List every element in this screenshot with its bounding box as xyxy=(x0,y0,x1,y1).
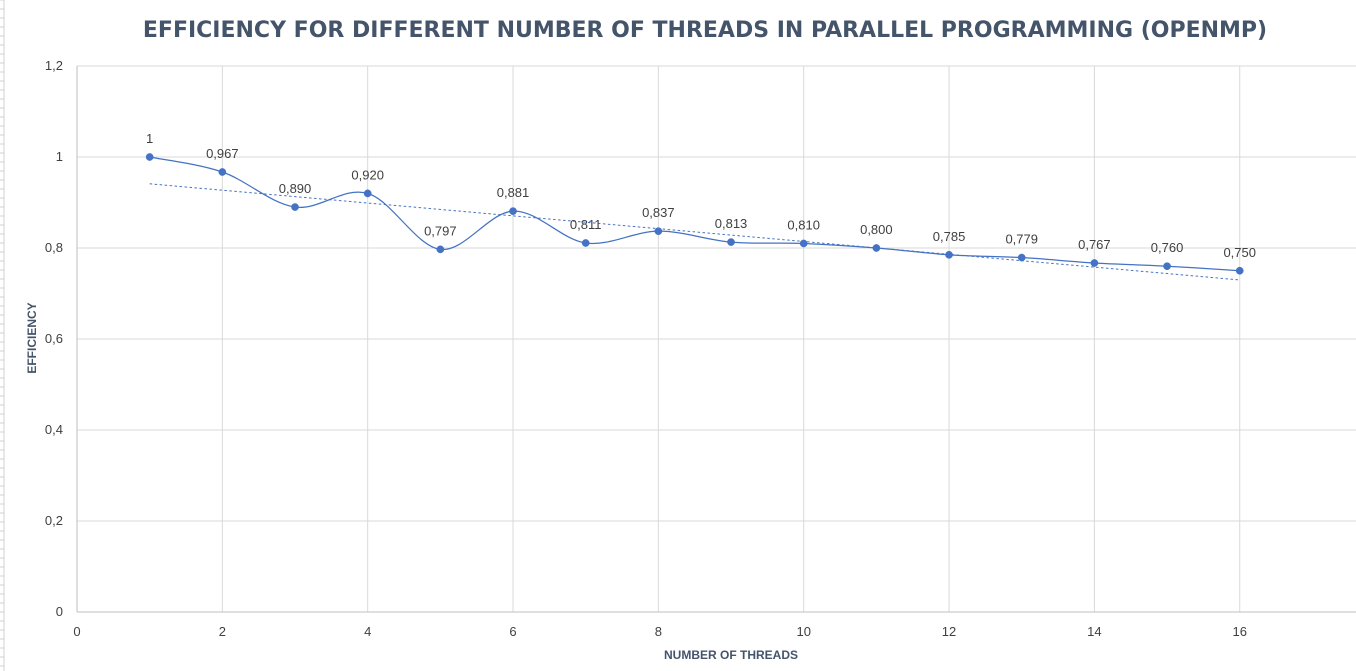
x-axis-title: NUMBER OF THREADS xyxy=(664,648,798,662)
y-tick-label: 1,2 xyxy=(45,58,63,73)
data-label: 0,810 xyxy=(787,217,820,232)
x-tick-label: 6 xyxy=(509,624,516,639)
data-label: 0,760 xyxy=(1151,240,1184,255)
data-point xyxy=(581,239,590,247)
x-tick-label: 16 xyxy=(1232,624,1246,639)
data-label: 0,967 xyxy=(206,146,239,161)
data-point xyxy=(799,239,808,248)
y-axis-title: EFFICIENCY xyxy=(25,302,39,373)
x-tick-label: 8 xyxy=(655,624,662,639)
x-tick-label: 2 xyxy=(219,624,226,639)
data-point xyxy=(145,153,154,161)
data-point xyxy=(945,250,953,259)
efficiency-series-line xyxy=(149,156,1240,272)
x-tick-label: 14 xyxy=(1087,624,1101,639)
trendline xyxy=(149,183,1240,281)
y-tick-label: 0,8 xyxy=(45,240,63,255)
y-tick-label: 0 xyxy=(56,604,63,619)
gridlines xyxy=(77,65,1356,612)
y-tick-label: 0,4 xyxy=(45,422,63,437)
tick-labels: 0 0,2 0,4 0,6 0,8 1 1,2 0 2 4 6 8 10 12 14 16 xyxy=(45,58,1247,639)
data-labels: 1 0,967 0,890 0,920 0,797 0,881 0,811 0,837 0,81… xyxy=(146,131,1256,260)
y-tick-label: 1 xyxy=(56,149,63,164)
data-label: 0,800 xyxy=(860,222,893,237)
x-tick-label: 4 xyxy=(364,624,371,639)
left-ruler xyxy=(0,0,5,671)
data-point xyxy=(363,189,372,198)
data-label: 0,750 xyxy=(1223,245,1256,260)
data-point xyxy=(218,168,227,176)
data-label: 0,813 xyxy=(715,216,748,231)
data-label: 0,779 xyxy=(1005,232,1038,247)
axes xyxy=(76,66,1356,613)
chart-title: EFFICIENCY FOR DIFFERENT NUMBER OF THREA… xyxy=(143,18,1267,43)
data-point xyxy=(727,238,735,246)
data-label: 0,797 xyxy=(424,223,457,238)
y-tick-label: 0,6 xyxy=(45,331,63,346)
data-point xyxy=(1235,266,1244,275)
data-label: 0,881 xyxy=(497,185,530,200)
data-label: 0,785 xyxy=(933,229,966,244)
data-label: 0,920 xyxy=(351,167,384,182)
x-tick-label: 0 xyxy=(73,624,80,639)
data-label: 0,811 xyxy=(570,217,602,232)
data-point xyxy=(1163,262,1171,271)
data-series xyxy=(145,153,1244,275)
data-point xyxy=(291,203,299,211)
data-point xyxy=(1017,253,1026,262)
data-label: 1 xyxy=(146,131,153,146)
x-tick-label: 10 xyxy=(796,624,810,639)
data-point xyxy=(436,245,445,254)
data-point xyxy=(654,227,663,236)
y-tick-label: 0,2 xyxy=(45,513,63,528)
data-point xyxy=(872,244,881,252)
linear-trendline xyxy=(149,183,1240,281)
data-point xyxy=(1090,259,1099,267)
data-label: 0,837 xyxy=(642,205,675,220)
x-tick-label: 12 xyxy=(942,624,956,639)
data-label: 0,890 xyxy=(279,181,312,196)
data-point xyxy=(509,207,517,215)
data-label: 0,767 xyxy=(1078,237,1111,252)
